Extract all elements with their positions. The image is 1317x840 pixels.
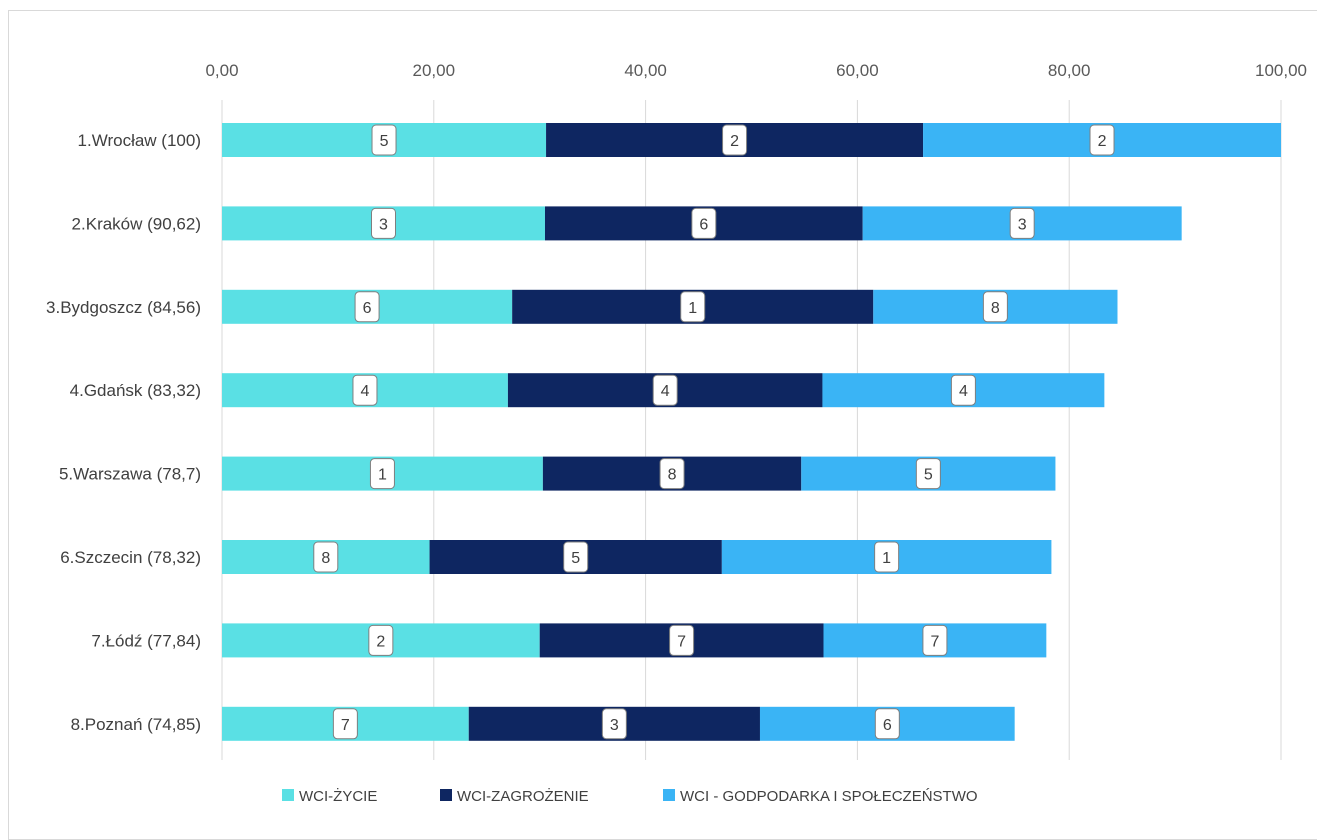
rank-label-box: [722, 124, 748, 156]
x-tick-label: 60,00: [836, 61, 879, 80]
rank-label: 5: [380, 133, 389, 150]
legend-swatch: [440, 789, 452, 801]
rank-label-box: [915, 458, 941, 490]
rank-label-box: [369, 458, 395, 490]
rank-label-box: [659, 458, 685, 490]
bars: 5 2 2 3 6 3 6 1 8 4 4 4 1 8 5 8 5 1 2 7 7 7 3 6: [222, 123, 1281, 741]
rank-label-box: [950, 374, 976, 406]
x-tick-label: 100,00: [1255, 61, 1307, 80]
stacked-bar-chart: 0,00 20,00 40,00 60,00 80,00 100,00 5 2 2 3 6 3 6 1 8…: [46, 61, 1307, 805]
rank-label-box: [352, 374, 378, 406]
rank-label: 7: [930, 633, 939, 650]
legend-label: WCI-ZAGROŻENIE: [457, 787, 589, 805]
x-tick-label: 40,00: [624, 61, 667, 80]
rank-label-box: [922, 624, 948, 656]
category-label: 6.Szczecin (78,32): [60, 548, 201, 567]
rank-label: 8: [668, 467, 677, 484]
rank-label: 5: [924, 467, 933, 484]
category-label: 1.Wrocław (100): [78, 131, 201, 150]
category-label: 5.Warszawa (78,7): [59, 465, 201, 484]
rank-label: 4: [959, 383, 968, 400]
rank-label-box: [680, 291, 706, 323]
rank-label-box: [874, 541, 900, 573]
gridlines: [221, 100, 1282, 760]
rank-label: 2: [1098, 133, 1107, 150]
rank-label-box: [354, 291, 380, 323]
legend-label: WCI-ŻYCIE: [299, 787, 377, 805]
rank-label-box: [563, 541, 589, 573]
rank-label-box: [691, 207, 717, 239]
rank-label: 3: [1018, 216, 1027, 233]
rank-label: 6: [699, 216, 708, 233]
category-label: 4.Gdańsk (83,32): [70, 381, 201, 400]
category-labels: 1.Wrocław (100) 2.Kraków (90,62) 3.Bydgosz…: [46, 131, 201, 734]
legend-swatch: [282, 789, 294, 801]
rank-label-box: [368, 624, 394, 656]
rank-label: 1: [688, 300, 697, 317]
rank-label: 1: [378, 467, 387, 484]
rank-label: 8: [991, 300, 1000, 317]
rank-label: 2: [730, 133, 739, 150]
rank-label: 7: [677, 633, 686, 650]
x-tick-label: 80,00: [1048, 61, 1091, 80]
rank-label: 5: [571, 550, 580, 567]
rank-label-box: [601, 708, 627, 740]
rank-label: 7: [341, 717, 350, 734]
rank-label: 3: [379, 216, 388, 233]
rank-label: 1: [882, 550, 891, 567]
x-tick-label: 20,00: [413, 61, 456, 80]
rank-label-box: [1089, 124, 1115, 156]
rank-label-box: [669, 624, 695, 656]
rank-label-box: [332, 708, 358, 740]
rank-label: 2: [376, 633, 385, 650]
category-label: 8.Poznań (74,85): [71, 715, 201, 734]
rank-label-box: [1009, 207, 1035, 239]
rank-label-box: [371, 124, 397, 156]
rank-label: 4: [361, 383, 370, 400]
category-label: 7.Łódź (77,84): [91, 631, 201, 650]
rank-label: 6: [883, 717, 892, 734]
legend-label: WCI - GODPODARKA I SPOŁECZEŃSTWO: [680, 788, 978, 805]
rank-label: 6: [363, 300, 372, 317]
legend: WCI-ŻYCIE WCI-ZAGROŻENIE WCI - GODPODARKA …: [282, 787, 978, 805]
category-label: 2.Kraków (90,62): [72, 214, 201, 233]
rank-label: 8: [321, 550, 330, 567]
rank-label: 4: [661, 383, 670, 400]
category-label: 3.Bydgoszcz (84,56): [46, 298, 201, 317]
legend-swatch: [663, 789, 675, 801]
rank-label-box: [370, 207, 396, 239]
rank-label-box: [874, 708, 900, 740]
x-tick-label: 0,00: [205, 61, 238, 80]
x-axis-ticks: 0,00 20,00 40,00 60,00 80,00 100,00: [205, 61, 1307, 80]
rank-label-box: [982, 291, 1008, 323]
rank-label-box: [313, 541, 339, 573]
rank-label-box: [652, 374, 678, 406]
rank-label: 3: [610, 717, 619, 734]
